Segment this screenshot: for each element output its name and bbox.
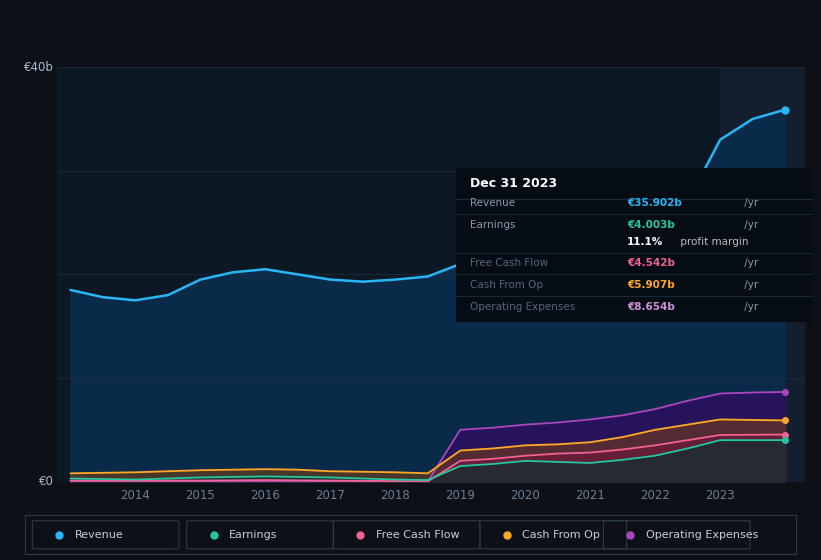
Text: Cash From Op: Cash From Op [522,530,600,540]
Text: /yr: /yr [741,259,759,268]
Text: €40b: €40b [24,60,53,74]
Text: €0: €0 [39,475,53,488]
Text: €4.542b: €4.542b [627,259,675,268]
Text: Operating Expenses: Operating Expenses [470,302,576,311]
Text: Free Cash Flow: Free Cash Flow [376,530,460,540]
Text: Earnings: Earnings [229,530,277,540]
Text: Revenue: Revenue [470,198,515,208]
Text: /yr: /yr [741,220,759,230]
Text: profit margin: profit margin [677,237,749,247]
Text: €8.654b: €8.654b [627,302,675,311]
Text: Cash From Op: Cash From Op [470,280,543,290]
Text: 11.1%: 11.1% [627,237,663,247]
Text: /yr: /yr [741,302,759,311]
Text: €5.907b: €5.907b [627,280,675,290]
Bar [720,67,805,482]
Text: /yr: /yr [741,198,759,208]
Text: Operating Expenses: Operating Expenses [646,530,759,540]
Text: Free Cash Flow: Free Cash Flow [470,259,548,268]
Text: Dec 31 2023: Dec 31 2023 [470,177,557,190]
Text: Earnings: Earnings [470,220,516,230]
Text: /yr: /yr [741,280,759,290]
Text: €35.902b: €35.902b [627,198,682,208]
Text: Revenue: Revenue [75,530,123,540]
Text: €4.003b: €4.003b [627,220,675,230]
